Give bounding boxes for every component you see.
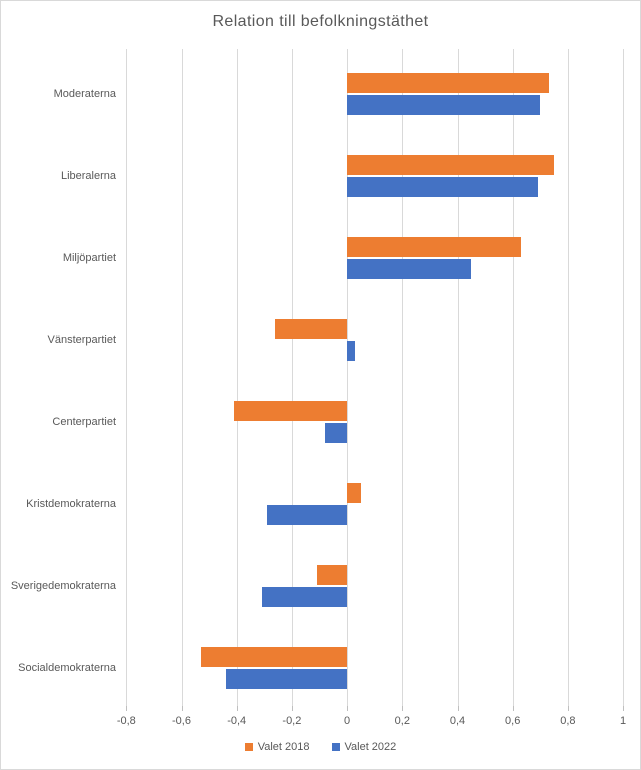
bar-valet-2022-socialdemokraterna [225,669,348,689]
bar-valet-2018-vänsterpartiet [275,319,348,339]
category-label: Kristdemokraterna [26,498,116,510]
gridline [291,49,293,706]
bar-valet-2022-moderaterna [347,95,541,115]
x-tick-label: 1 [620,715,627,727]
bar-valet-2018-liberalerna [347,155,555,175]
axis-tick [567,706,569,711]
axis-tick [512,706,514,711]
axis-tick [291,706,293,711]
legend: Valet 2018 Valet 2022 [1,741,640,753]
x-tick-label: 0,8 [560,715,576,727]
gridline [236,49,238,706]
bar-valet-2022-kristdemokraterna [267,505,348,525]
category-label: Socialdemokraterna [18,662,116,674]
bar-valet-2022-vänsterpartiet [347,341,356,361]
chart-title: Relation till befolkningstäthet [212,13,429,30]
category-label: Sverigedemokraterna [10,580,116,592]
category-label: Vänsterpartiet [47,334,116,346]
bar-valet-2022-liberalerna [347,177,538,197]
gridline [347,49,349,706]
x-tick-label: -0,8 [116,715,136,727]
bar-valet-2022-centerpartiet [325,423,348,443]
bar-valet-2018-sverigedemokraterna [316,565,348,585]
legend-swatch-2018-icon [244,743,253,751]
x-tick-label: -0,6 [172,715,191,727]
gridline [181,49,183,706]
category-label: Moderaterna [53,88,116,100]
gridline [402,49,404,706]
x-tick-label: 0,4 [449,715,466,727]
bar-valet-2018-miljöpartiet [347,237,521,257]
axis-tick [457,706,459,711]
x-tick-label: 0 [344,715,351,727]
legend-item-valet-2022: Valet 2022 [331,741,397,753]
x-tick-label: 0,2 [394,715,410,727]
category-label: Centerpartiet [52,416,116,428]
bar-valet-2022-sverigedemokraterna [261,587,348,607]
gridline [623,49,625,706]
bar-valet-2018-kristdemokraterna [347,483,361,503]
category-label: Miljöpartiet [62,252,116,264]
x-tick-label: -0,2 [282,715,302,727]
gridline [567,49,569,706]
bar-valet-2018-moderaterna [347,73,549,93]
x-tick-label: -0,4 [227,715,247,727]
x-tick-label: 0,6 [505,715,521,727]
bar-valet-2022-miljöpartiet [347,259,472,279]
legend-item-valet-2018: Valet 2018 [244,741,310,753]
legend-label-2022: Valet 2022 [344,741,397,753]
legend-swatch-2022-icon [331,743,340,751]
axis-tick [126,706,128,711]
bar-valet-2018-centerpartiet [233,401,348,421]
gridline [512,49,514,706]
axis-tick [236,706,238,711]
legend-label-2018: Valet 2018 [257,741,310,753]
axis-tick [347,706,349,711]
bar-valet-2018-socialdemokraterna [200,647,348,667]
axis-tick [623,706,625,711]
gridline [457,49,459,706]
category-label: Liberalerna [60,170,116,182]
gridline [126,49,128,706]
axis-tick [181,706,183,711]
axis-tick [402,706,404,711]
